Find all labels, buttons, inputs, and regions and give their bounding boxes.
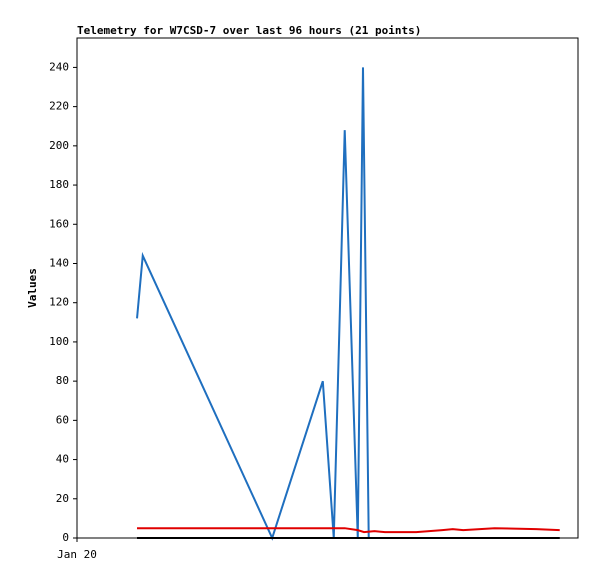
y-tick-label: 180	[49, 178, 69, 191]
y-tick-label: 40	[56, 453, 69, 466]
y-tick-label: 120	[49, 296, 69, 309]
chart-title: Telemetry for W7CSD-7 over last 96 hours…	[77, 24, 421, 37]
y-axis-label: Values	[26, 268, 39, 308]
y-tick-label: 60	[56, 413, 69, 426]
series-line	[137, 527, 560, 534]
y-tick-label: 20	[56, 492, 69, 505]
y-tick-label: 0	[62, 531, 69, 544]
y-tick-label: 240	[49, 60, 69, 73]
y-tick-label: 160	[49, 217, 69, 230]
y-tick-label: 220	[49, 100, 69, 113]
x-tick-label: Jan 20	[57, 548, 97, 561]
y-tick-label: 100	[49, 335, 69, 348]
y-tick-label: 140	[49, 256, 69, 269]
y-tick-label: 200	[49, 139, 69, 152]
y-tick-label: 80	[56, 374, 69, 387]
